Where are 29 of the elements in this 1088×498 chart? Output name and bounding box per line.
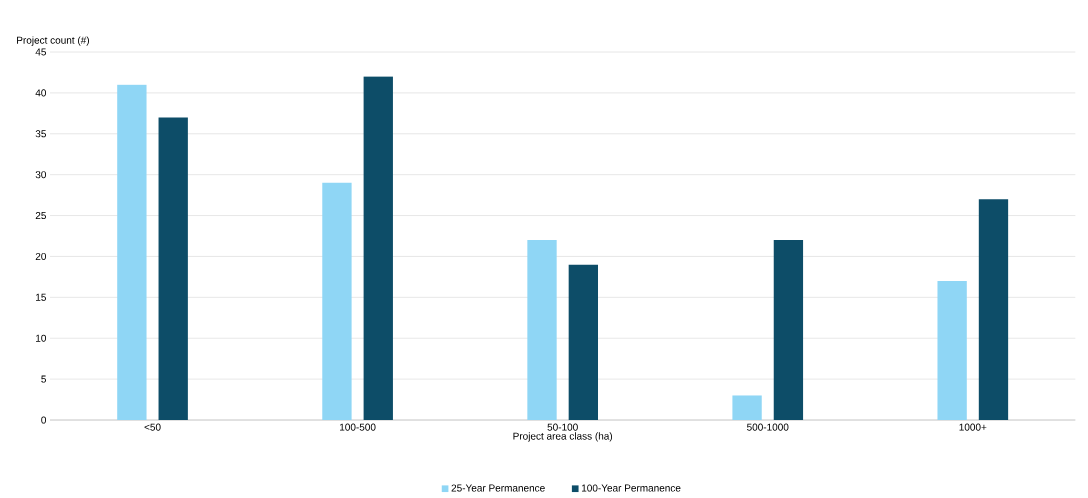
y-tick-label: 40 [35,89,47,97]
x-axis-title: Project area class (ha) [513,432,613,442]
legend-label: 25-Year Permanence [451,484,545,492]
x-tick-label: 1000+ [959,423,987,431]
bar [363,76,393,420]
legend-label: 100-Year Permanence [581,484,681,492]
y-tick-label: 35 [35,130,46,138]
bar [773,239,804,420]
y-axis-title: Project count (#) [17,36,90,46]
bar [527,239,557,420]
y-tick-label: 45 [35,48,46,56]
y-tick-label: 20 [35,252,47,260]
y-tick-label: 25 [35,211,46,219]
x-tick-label: 500-1000 [747,423,789,431]
y-tick-label: 0 [41,416,47,424]
bar [937,280,967,420]
y-tick-label: 5 [41,375,46,383]
y-tick-label: 10 [36,334,47,342]
bar [117,84,147,420]
bar [978,199,1009,420]
x-tick-label: <50 [144,423,161,431]
bar [322,182,352,420]
y-tick-label: 30 [35,170,47,179]
x-tick-label: 50-100 [547,423,578,431]
bar [732,395,762,420]
bar [158,117,188,420]
y-tick-label: 15 [36,293,46,301]
bar [568,264,599,420]
x-tick-label: 100-500 [340,423,376,431]
